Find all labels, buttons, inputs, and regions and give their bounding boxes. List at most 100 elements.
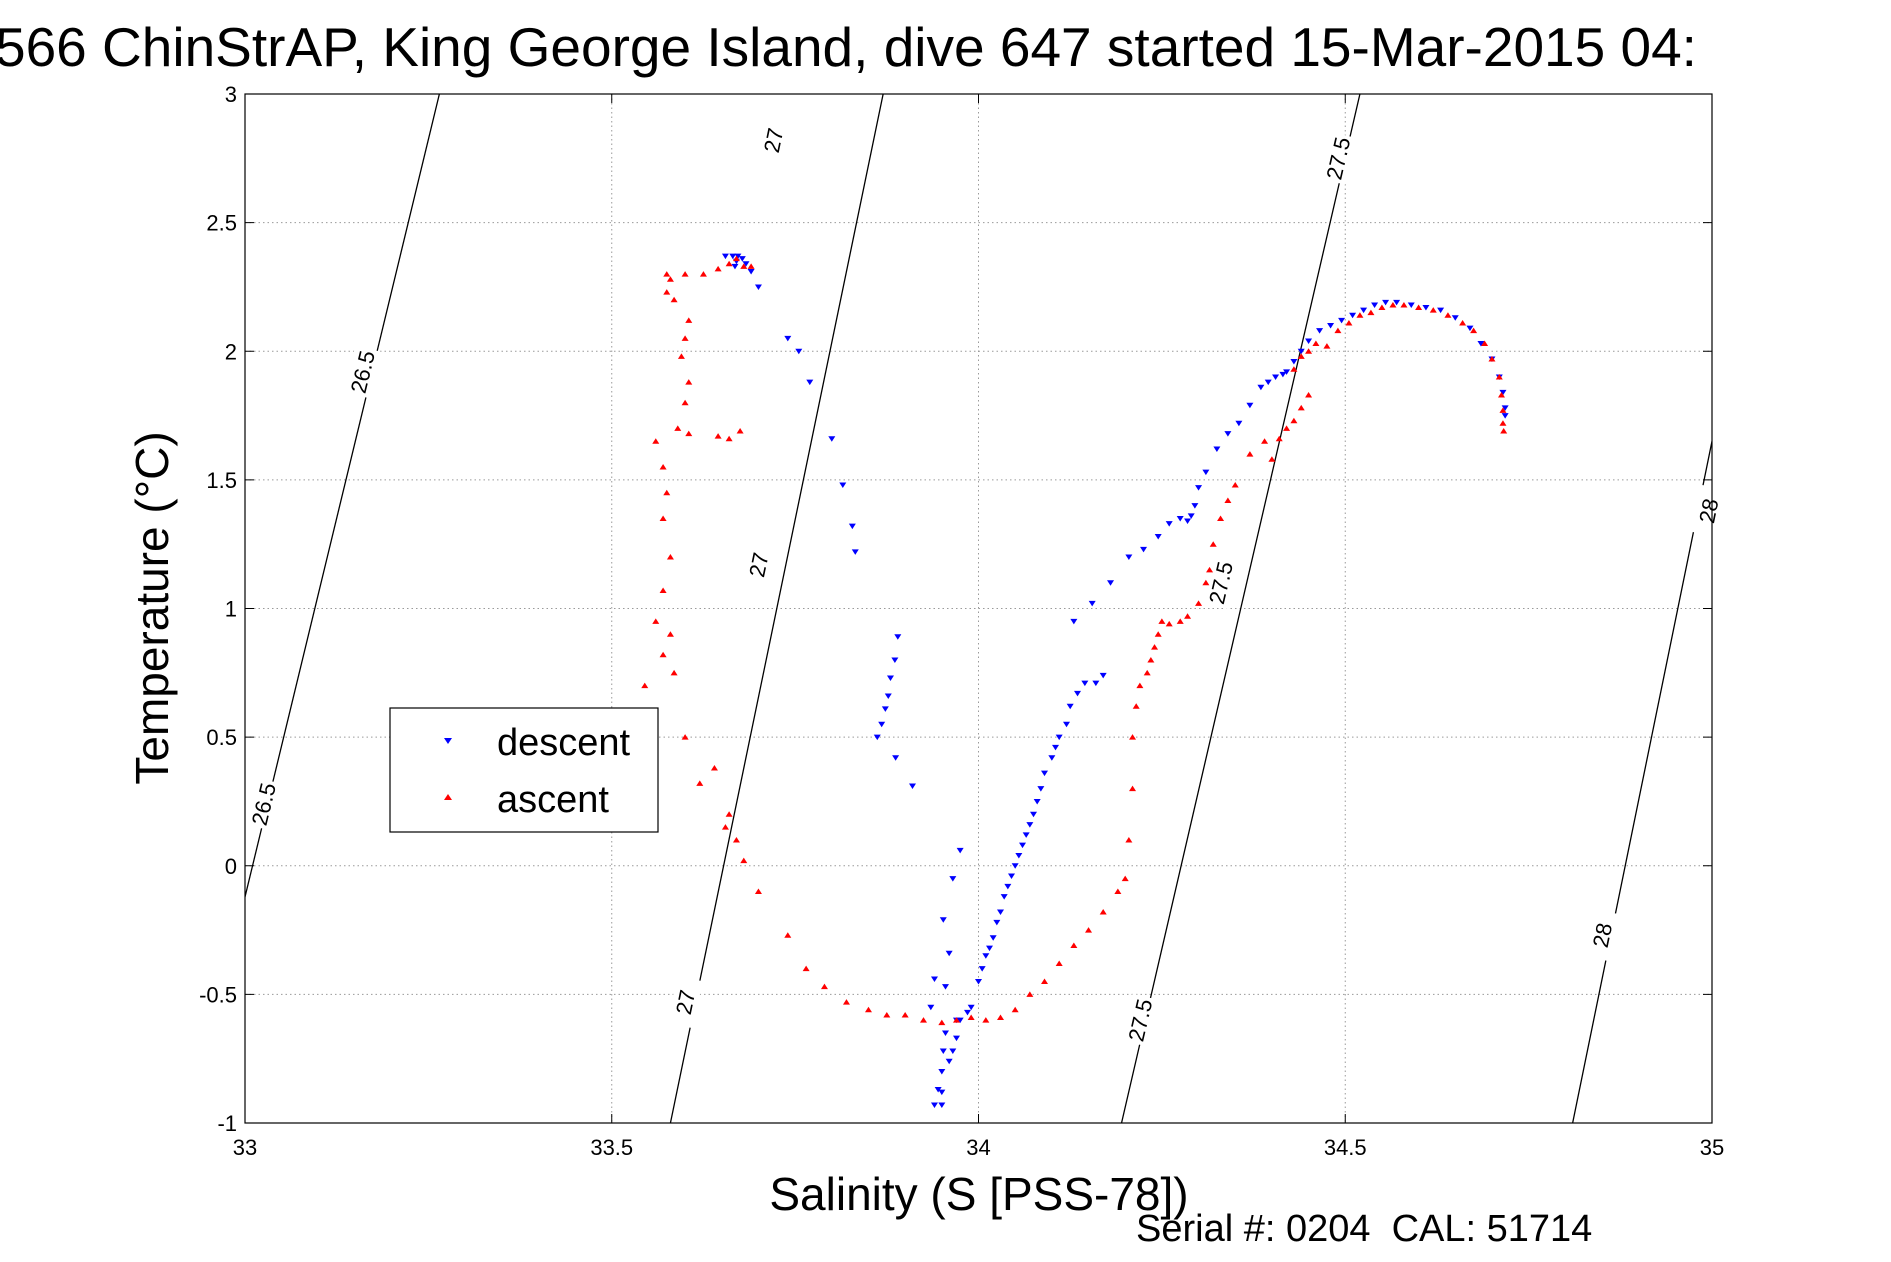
ascent-point (1459, 319, 1467, 326)
ascent-point (747, 263, 755, 269)
ascent-point (714, 433, 722, 439)
ascent-point (1132, 703, 1140, 709)
ascent-point (901, 1011, 909, 1018)
ascent-point (1125, 837, 1133, 843)
ascent-point (725, 435, 733, 442)
descent-point (975, 979, 982, 985)
legend-marker-ascent (444, 794, 452, 800)
ascent-point (1415, 304, 1423, 311)
descent-point (938, 1089, 946, 1096)
ascent-point (736, 427, 744, 434)
ascent-point (1202, 579, 1210, 586)
descent-point (1184, 518, 1192, 525)
descent-point (1070, 618, 1078, 625)
descent-point (1048, 755, 1056, 761)
descent-point (1257, 384, 1265, 391)
ascent-point (659, 651, 667, 658)
descent-point (1165, 521, 1173, 527)
ascent-point (883, 1011, 891, 1018)
ascent-point (732, 255, 740, 262)
y-axis-label: Temperature (°C) (126, 431, 178, 784)
descent-point (978, 966, 986, 972)
isopycnal-label-bg (1690, 484, 1726, 537)
isopycnal-label-bg (1202, 556, 1239, 610)
descent-point (930, 1102, 938, 1108)
ascent-point (659, 464, 667, 470)
x-tick-label: 34.5 (1324, 1135, 1367, 1160)
descent-point (1202, 469, 1210, 476)
isopycnal-label-bg (667, 975, 703, 1029)
serial-cal-footer: Serial #: 0204 CAL: 51714 (1136, 1208, 1592, 1250)
descent-point (989, 935, 997, 941)
descent-point (1327, 323, 1335, 329)
ascent-point (754, 888, 762, 894)
ascent-point (659, 587, 667, 593)
descent-point (742, 261, 750, 267)
descent-point (956, 847, 964, 854)
ascent-point (1429, 307, 1437, 313)
descent-point (734, 253, 742, 260)
descent-point (1371, 302, 1379, 308)
ascent-point (732, 837, 740, 843)
ascent-point (696, 780, 704, 786)
descent-point (1264, 379, 1272, 386)
x-tick-label: 34 (966, 1135, 990, 1160)
y-tick-label: 1.5 (206, 468, 237, 493)
ascent-point (1055, 960, 1063, 967)
descent-point (927, 1004, 935, 1011)
descent-point (1316, 328, 1324, 334)
ascent-point (1345, 319, 1353, 326)
isopycnal-label: 26.5 (245, 777, 282, 831)
ascent-point (1114, 888, 1122, 894)
ascent-point (1323, 343, 1331, 349)
descent-point (828, 436, 836, 442)
descent-point (1213, 446, 1221, 453)
ascent-point (1488, 355, 1496, 362)
isopycnal-label-bg (755, 114, 791, 167)
descent-point (1088, 600, 1096, 607)
descent-point (1235, 420, 1243, 427)
descent-point (881, 706, 889, 712)
ascent-point (740, 263, 748, 269)
isopycnal-label-bg (1121, 993, 1158, 1047)
isopycnal-label-text: 27.5 (1204, 559, 1238, 606)
ascent-point (802, 965, 810, 972)
ascent-point (1158, 618, 1166, 624)
ascent-point (714, 265, 722, 272)
ascent-point (1129, 785, 1137, 792)
legend-label-ascent: ascent (497, 779, 609, 821)
isopycnal-line (245, 94, 441, 900)
descent-point (1272, 374, 1280, 380)
ascent-point (784, 932, 792, 938)
ascent-point (710, 764, 718, 771)
ascent-point (1121, 875, 1129, 882)
descent-point (1099, 672, 1107, 679)
descent-point (1030, 811, 1038, 818)
ascent-point (820, 983, 828, 990)
y-tick-label: 2 (225, 339, 237, 364)
ascent-point (1268, 456, 1276, 462)
isopycnal-label-text: 27.5 (1321, 135, 1355, 182)
descent-point (963, 1009, 971, 1016)
descent-point (997, 909, 1005, 916)
y-tick-label: -1 (217, 1111, 237, 1136)
ascent-point (938, 1019, 946, 1026)
ascent-point (997, 1014, 1005, 1021)
ascent-point (1085, 927, 1093, 933)
ascent-point (652, 618, 660, 624)
legend-box (389, 707, 659, 833)
ascent-point (677, 353, 685, 359)
chart-title: 566 ChinStrAP, King George Island, dive … (0, 16, 1697, 78)
descent-point (1360, 307, 1368, 314)
descent-point (1501, 413, 1509, 419)
grid-lines (245, 94, 1712, 1123)
descent-point (1437, 307, 1445, 314)
descent-point (1074, 690, 1082, 697)
descent-point (1466, 325, 1474, 332)
descent-point (754, 284, 762, 290)
isopycnal-label-bg (1584, 909, 1620, 962)
ascent-point (1026, 991, 1034, 997)
descent-point (1451, 315, 1459, 321)
ascent-point (721, 824, 729, 830)
ascent-point (1305, 348, 1313, 354)
